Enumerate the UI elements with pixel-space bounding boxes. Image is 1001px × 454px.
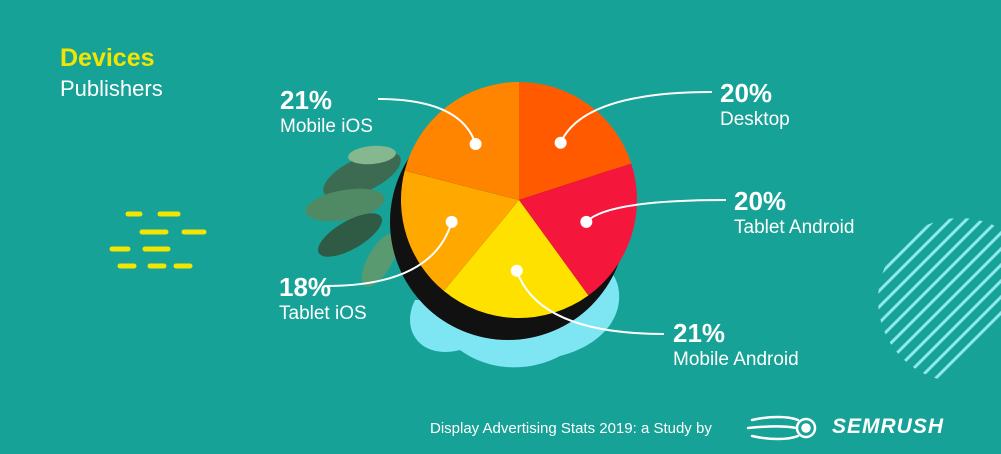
slice-label-desktop: 20% Desktop — [720, 78, 790, 131]
slice-dot-tablet-ios — [445, 215, 458, 228]
slice-label-mobile-ios: 21% Mobile iOS — [280, 85, 373, 138]
slice-value-mobile-android: 21% — [673, 318, 726, 348]
pie-slice-tablet-android — [519, 163, 637, 296]
slice-name-desktop: Desktop — [720, 109, 790, 130]
slice-dot-mobile-android — [510, 264, 523, 277]
slice-value-mobile-ios: 21% — [280, 85, 333, 115]
slice-value-desktop: 20% — [720, 78, 773, 108]
pie-leader-lines — [325, 91, 727, 335]
pie-chart — [400, 82, 637, 319]
slice-label-tablet-ios: 18% Tablet iOS — [279, 272, 367, 325]
slice-dot-desktop — [554, 136, 567, 149]
leader-line-desktop — [559, 91, 713, 144]
chart-subtitle: Publishers — [60, 76, 163, 101]
brand-name: SEMRUSH — [832, 415, 945, 438]
slice-dot-mobile-ios — [469, 138, 482, 151]
slice-dot-tablet-android — [580, 215, 593, 228]
chart-title: Devices — [60, 44, 155, 72]
semrush-logo-icon — [746, 415, 817, 441]
slice-name-mobile-ios: Mobile iOS — [280, 116, 373, 137]
pie-slice-mobile-android — [443, 200, 589, 319]
slice-value-tablet-android: 20% — [734, 186, 787, 216]
pie-slice-mobile-ios — [404, 82, 519, 200]
slice-name-tablet-android: Tablet Android — [734, 217, 855, 238]
leader-line-tablet-android — [585, 199, 727, 223]
slice-label-tablet-android: 20% Tablet Android — [734, 186, 854, 239]
slice-name-mobile-android: Mobile Android — [673, 349, 799, 370]
leader-line-tablet-ios — [325, 221, 453, 287]
pie-slice-tablet-ios — [400, 170, 519, 291]
leaf-decoration — [305, 145, 401, 287]
slice-label-mobile-android: 21% Mobile Android — [673, 318, 799, 371]
stripe-decoration — [878, 218, 1001, 382]
pie-slice-desktop — [519, 82, 632, 200]
slice-value-tablet-ios: 18% — [279, 272, 332, 302]
leader-line-mobile-ios — [377, 98, 477, 145]
leader-line-mobile-android — [515, 270, 665, 335]
dash-decoration — [109, 211, 207, 269]
footer-study-text: Display Advertising Stats 2019: a Study … — [430, 420, 712, 437]
slice-name-tablet-ios: Tablet iOS — [279, 303, 367, 324]
